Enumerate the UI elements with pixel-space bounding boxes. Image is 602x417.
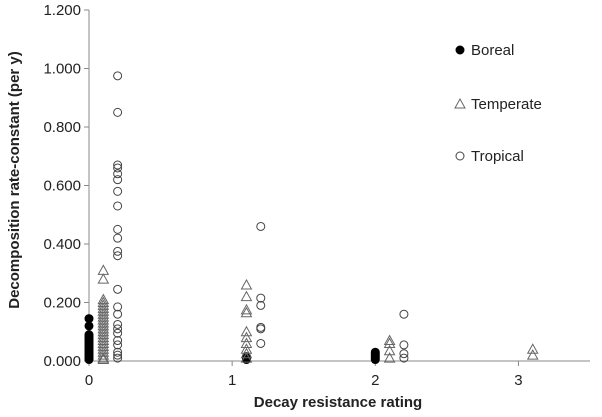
y-axis-title: Decomposition rate-constant (per y) xyxy=(6,51,23,309)
temperate-data-point xyxy=(97,353,110,365)
tropical-data-point xyxy=(113,336,123,346)
tick-labels: 0 1 2 3 0.000 0.200 0.400 0.600 0.800 1.000 1.200 xyxy=(43,2,522,389)
x-tick-label: 2 xyxy=(371,372,379,389)
tropical-data-point xyxy=(113,309,123,319)
temperate-data-point xyxy=(383,344,396,356)
tropical-data-point xyxy=(113,319,123,329)
tropical-data-point xyxy=(113,328,123,338)
x-tick-label: 0 xyxy=(85,372,93,389)
temperate-data-point xyxy=(240,347,253,359)
tropical-data-point xyxy=(256,300,266,310)
tropical-data-point xyxy=(113,347,123,357)
temperate-data-point xyxy=(240,352,253,363)
tropical-data-point xyxy=(256,293,266,303)
legend: Boreal Temperate Tropical xyxy=(454,42,542,165)
temperate-data-point xyxy=(97,264,110,275)
tropical-data-point xyxy=(113,302,123,312)
data-points xyxy=(84,71,539,365)
tropical-data-point xyxy=(113,71,123,81)
temperate-data-point xyxy=(383,352,396,363)
temperate-data-point xyxy=(526,349,539,360)
tropical-data-point xyxy=(256,338,266,348)
tropical-data-point xyxy=(113,340,123,350)
tropical-data-point xyxy=(113,201,123,211)
temperate-data-point xyxy=(240,303,253,315)
y-tick-label: 0.400 xyxy=(43,236,81,253)
tropical-data-point xyxy=(399,309,409,319)
tropical-data-point xyxy=(113,246,123,256)
y-tick-label: 1.200 xyxy=(43,2,81,19)
tropical-data-point xyxy=(113,186,123,196)
tropical-data-point xyxy=(113,169,123,179)
temperate-data-point xyxy=(383,334,396,346)
temperate-data-point xyxy=(240,337,253,348)
boreal-data-point xyxy=(84,314,94,324)
legend-temperate-label: Temperate xyxy=(471,96,542,113)
temperate-data-point xyxy=(97,346,110,357)
temperate-data-point xyxy=(240,290,253,302)
x-tick-label: 1 xyxy=(228,372,236,389)
boreal-data-point xyxy=(84,355,94,365)
tropical-data-point xyxy=(399,340,409,350)
temperate-data-point xyxy=(97,352,110,363)
x-axis-title: Decay resistance rating xyxy=(254,394,422,411)
boreal-data-point xyxy=(370,355,380,365)
boreal-data-point xyxy=(84,321,94,331)
tropical-data-point xyxy=(113,350,123,360)
temperate-data-point xyxy=(526,343,539,354)
legend-boreal-label: Boreal xyxy=(471,42,514,59)
y-tick-label: 0.200 xyxy=(43,295,81,312)
tropical-data-point xyxy=(113,163,123,173)
temperate-data-point xyxy=(97,273,110,284)
y-tick-label: 0.000 xyxy=(43,353,81,370)
temperate-data-point xyxy=(240,278,253,290)
tropical-data-point xyxy=(113,175,123,185)
axes xyxy=(84,9,590,366)
y-tick-label: 0.600 xyxy=(43,178,81,195)
tropical-data-point xyxy=(113,251,123,261)
legend-boreal-marker xyxy=(455,45,465,55)
legend-tropical-label: Tropical xyxy=(471,148,524,165)
temperate-data-point xyxy=(240,306,253,318)
x-tick-label: 3 xyxy=(514,372,522,389)
tropical-data-point xyxy=(256,221,266,231)
tropical-data-point xyxy=(399,353,409,363)
legend-temperate-marker xyxy=(454,97,466,109)
tropical-data-point xyxy=(113,224,123,234)
temperate-data-point xyxy=(383,337,396,348)
tropical-data-point xyxy=(113,107,123,117)
temperate-data-point xyxy=(97,349,110,360)
temperate-data-point xyxy=(240,331,253,343)
temperate-data-point xyxy=(97,296,110,307)
tropical-data-point xyxy=(113,160,123,170)
temperate-data-point xyxy=(240,325,253,337)
tropical-data-point xyxy=(399,349,409,359)
tropical-data-point xyxy=(113,233,123,243)
legend-tropical-marker xyxy=(455,151,465,161)
temperate-data-point xyxy=(97,293,110,305)
tropical-data-point xyxy=(113,324,123,334)
tropical-data-point xyxy=(113,284,123,294)
tropical-data-point xyxy=(256,324,266,334)
y-tick-label: 1.000 xyxy=(43,61,81,78)
y-tick-label: 0.800 xyxy=(43,119,81,136)
tropical-data-point xyxy=(113,353,123,363)
